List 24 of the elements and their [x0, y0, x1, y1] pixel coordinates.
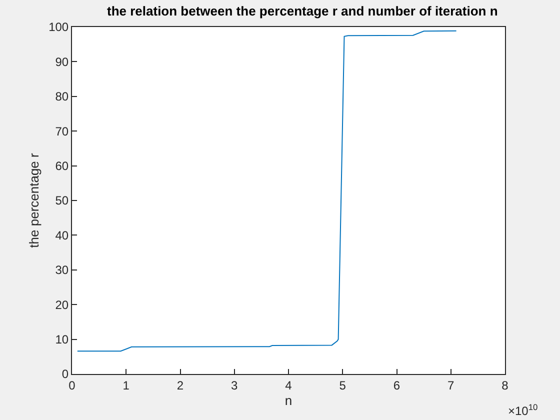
y-tick-label: 90: [55, 54, 69, 69]
y-tick-label: 0: [62, 367, 69, 382]
y-tick-label: 70: [55, 124, 69, 138]
text: ×10$^{10}$: [508, 402, 538, 418]
y-tick-label: 30: [55, 263, 69, 278]
y-tick-label: 80: [55, 90, 69, 104]
x-tick-label: 8: [502, 378, 509, 392]
x-tick-label: 3: [231, 378, 238, 392]
x-tick-label: 5: [339, 378, 346, 392]
y-tick-label: 10: [55, 332, 69, 346]
x-tick-label: 4: [285, 378, 292, 392]
x-tick-label: 7: [448, 378, 455, 392]
x-tick-label: 2: [176, 378, 184, 392]
chart-title: the relation between the percentage r and number of iteration n: [107, 3, 498, 18]
x-axis-title: n: [284, 393, 292, 408]
x-tick-label: 6: [393, 378, 400, 392]
y-axis-title: the percentage r: [26, 152, 42, 248]
y-tick-label: 100: [48, 20, 69, 34]
line-series: [76, 30, 457, 352]
y-tick-label: 50: [55, 194, 69, 208]
y-tick-label: 60: [55, 159, 69, 173]
y-tick-label: 20: [55, 298, 69, 312]
y-tick-label: 40: [55, 228, 69, 242]
x-tick-label: 1: [122, 378, 130, 392]
